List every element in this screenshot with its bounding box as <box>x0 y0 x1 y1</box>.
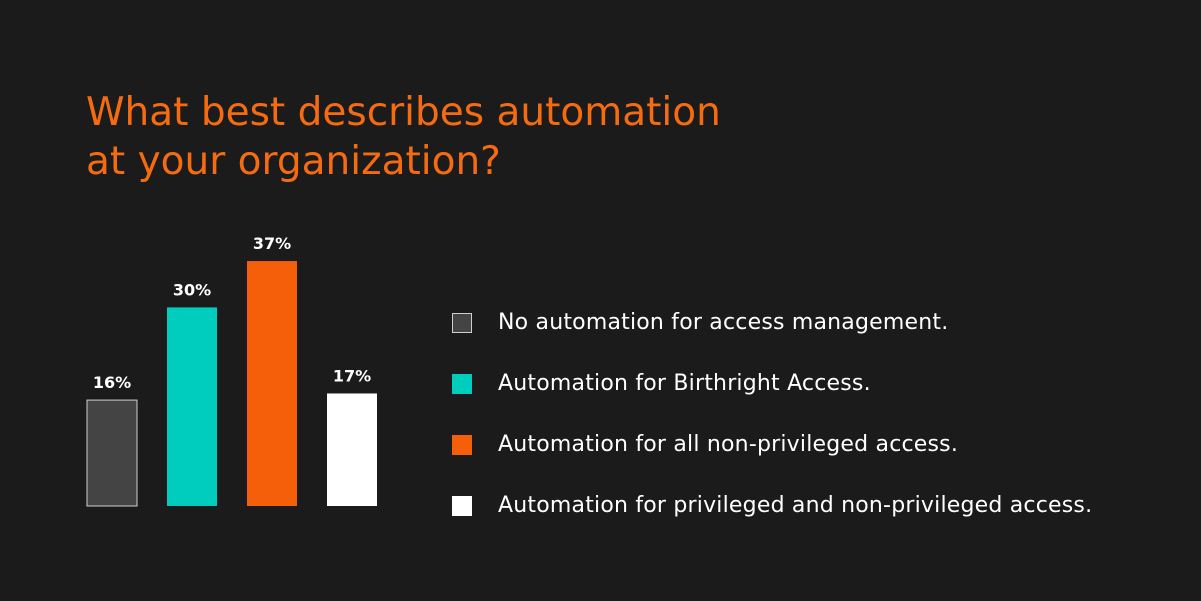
legend-swatch <box>452 434 472 455</box>
legend-item: Automation for all non-privileged access… <box>452 414 1192 475</box>
legend-swatch <box>452 373 472 394</box>
legend-label: Automation for all non-privileged access… <box>498 432 959 457</box>
chart-title-line-2: at your organization? <box>86 139 501 184</box>
bar-2 <box>167 307 217 506</box>
bar-1 <box>86 399 138 507</box>
bar-chart-svg: 16% 30% 37% 17% <box>86 234 377 507</box>
legend-swatch <box>452 312 472 333</box>
bar-value-label: 17% <box>333 366 371 385</box>
bar-value-label: 30% <box>173 280 211 299</box>
legend-item: Automation for Birthright Access. <box>452 353 1192 414</box>
legend-swatch <box>452 495 472 516</box>
legend-label: Automation for privileged and non-privil… <box>498 493 1093 518</box>
legend-item: Automation for privileged and non-privil… <box>452 475 1192 536</box>
bar-value-label: 16% <box>93 373 131 392</box>
chart-legend: No automation for access management. Aut… <box>452 292 1192 536</box>
bar-4 <box>327 393 377 506</box>
chart-title: What best describes automation at your o… <box>86 88 786 186</box>
bar-value-label: 37% <box>253 234 291 253</box>
bar-chart: 16% 30% 37% 17% <box>0 0 420 601</box>
bar-3 <box>247 261 297 506</box>
legend-label: No automation for access management. <box>498 310 949 335</box>
chart-title-line-1: What best describes automation <box>86 90 721 135</box>
legend-label: Automation for Birthright Access. <box>498 371 871 396</box>
legend-item: No automation for access management. <box>452 292 1192 353</box>
